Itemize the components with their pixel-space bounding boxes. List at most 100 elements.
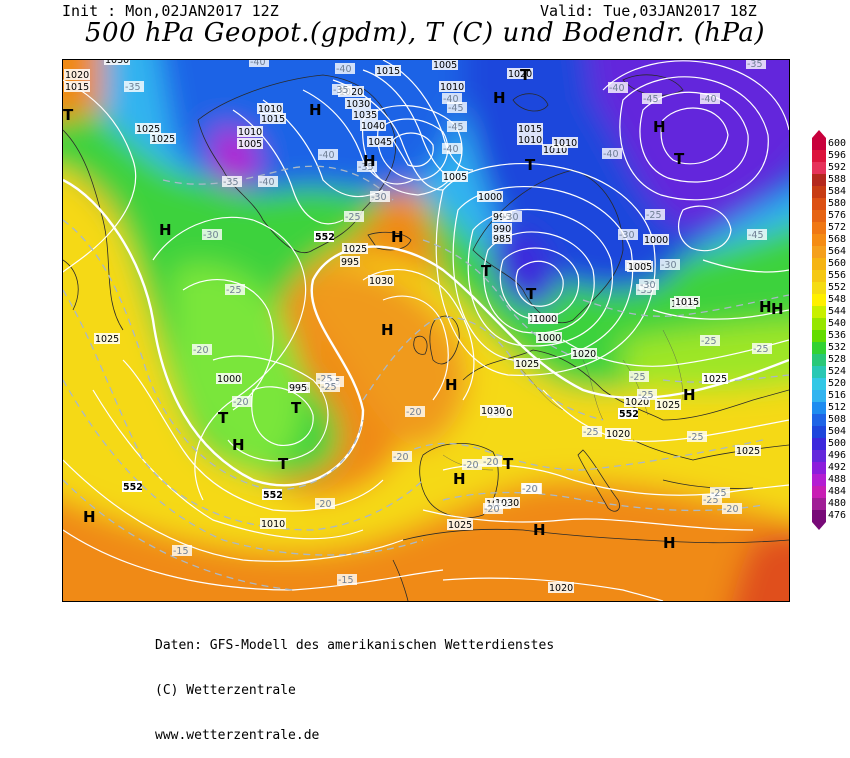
temperature-label: -40 xyxy=(443,94,459,105)
temperature-label: -25 xyxy=(711,488,727,499)
temperature-label-bg xyxy=(660,259,680,270)
low-pressure-marker: T xyxy=(526,285,537,303)
temperature-label-bg xyxy=(642,93,662,104)
temperature-label-bg xyxy=(442,93,462,104)
temperature-label-bg xyxy=(337,574,357,585)
colorbar-cell xyxy=(812,162,826,174)
temperature-label: -15 xyxy=(338,575,354,586)
colorbar-cell xyxy=(812,222,826,234)
colorbar-label: 580 xyxy=(828,198,847,209)
high-pressure-marker: H xyxy=(83,508,96,526)
pressure-label-bg xyxy=(494,497,520,508)
temperature-label: -20 xyxy=(233,397,249,408)
high-pressure-marker: H xyxy=(381,321,394,339)
high-pressure-marker: H xyxy=(453,470,466,488)
pressure-label: 1005 xyxy=(433,60,457,71)
temperature-label: -20 xyxy=(463,460,479,471)
pressure-label-bg xyxy=(368,275,394,286)
colorbar-cell xyxy=(812,402,826,414)
valid-time: Valid: Tue,03JAN2017 18Z xyxy=(540,2,757,20)
pressure-label-bg xyxy=(517,123,543,134)
colorbar-label: 572 xyxy=(828,222,847,233)
pressure-label: 1000 xyxy=(478,192,502,203)
pressure-label-bg xyxy=(64,69,90,80)
temperature-label: -30 xyxy=(503,212,519,223)
pressure-label: 1010 xyxy=(261,519,285,530)
colorbar-cell xyxy=(812,474,826,486)
geopot-552-label: 552 xyxy=(315,232,335,243)
credit-line-website[interactable]: www.wetterzentrale.de xyxy=(155,728,320,743)
pressure-label-bg xyxy=(643,234,669,245)
pressure-label-bg xyxy=(104,60,130,65)
pressure-label-bg xyxy=(442,171,468,182)
temperature-label-bg xyxy=(344,211,364,222)
pressure-label-bg xyxy=(552,137,578,148)
colorbar-label: 548 xyxy=(828,294,847,305)
temperature-label: -30 xyxy=(203,230,219,241)
high-pressure-marker: H xyxy=(663,534,676,552)
temperature-label-bg xyxy=(747,229,767,240)
high-pressure-marker: H xyxy=(533,521,546,539)
colorbar-cell xyxy=(812,270,826,282)
pressure-label: 1020 xyxy=(572,349,596,360)
temperature-label-bg xyxy=(482,456,502,467)
colorbar-label: 484 xyxy=(828,486,847,497)
pressure-label-bg xyxy=(432,60,458,70)
pressure-label: 1025 xyxy=(343,244,367,255)
temperature-label: -40 xyxy=(609,83,625,94)
geopot-label-bg xyxy=(262,489,282,500)
pressure-label-bg xyxy=(260,518,286,529)
temperature-label: -25 xyxy=(753,344,769,355)
low-pressure-marker: T xyxy=(291,399,302,417)
temperature-label-bg xyxy=(700,93,720,104)
temperature-label: -40 xyxy=(443,144,459,155)
pressure-label: 1015 xyxy=(376,66,400,77)
temperature-label-bg xyxy=(232,396,252,407)
colorbar-cell xyxy=(812,234,826,246)
temperature-label-bg xyxy=(502,211,522,222)
temperature-label: -30 xyxy=(619,230,635,241)
pressure-label-bg xyxy=(507,68,533,79)
colorbar-cell xyxy=(812,138,826,150)
temperature-label: -45 xyxy=(448,103,464,114)
geopot-label-bg xyxy=(122,481,142,492)
pressure-label: 1040 xyxy=(361,121,385,132)
temperature-label-bg xyxy=(602,148,622,159)
temperature-label: -35 xyxy=(637,285,653,296)
low-pressure-marker: T xyxy=(503,455,514,473)
temperature-label-bg xyxy=(316,373,336,384)
colorbar-cell xyxy=(812,486,826,498)
colorbar-label: 556 xyxy=(828,270,847,281)
pressure-label-bg xyxy=(216,373,242,384)
temperature-label: -40 xyxy=(701,94,717,105)
colorbar-label: 480 xyxy=(828,498,847,509)
map-labels: 1030102010151010101510101005102510251020… xyxy=(63,60,784,594)
colorbar-label: 584 xyxy=(828,186,847,197)
pressure-label-bg xyxy=(514,358,540,369)
colorbar-label: 496 xyxy=(828,450,847,461)
pressure-label-bg xyxy=(340,256,360,267)
pressure-label: 1010 xyxy=(238,127,262,138)
temperature-label: -40 xyxy=(603,149,619,160)
colorbar-label: 524 xyxy=(828,366,847,377)
temperature-label-bg xyxy=(172,545,192,556)
pressure-label-bg xyxy=(492,233,512,244)
colorbar-cell xyxy=(812,174,826,186)
high-pressure-marker: H xyxy=(759,298,772,316)
colorbar-cell xyxy=(812,378,826,390)
temperature-label-bg xyxy=(608,82,628,93)
pressure-label-bg xyxy=(536,332,562,343)
colorbar-label: 504 xyxy=(828,426,847,437)
pressure-label-bg xyxy=(492,223,512,234)
pressure-label: 995 xyxy=(341,257,359,268)
colorbar-label: 488 xyxy=(828,474,847,485)
pressure-label: 1005 xyxy=(443,172,467,183)
pressure-label-bg xyxy=(735,445,761,456)
temperature-label: -20 xyxy=(393,452,409,463)
temperature-label-bg xyxy=(687,431,707,442)
pressure-label: 1030 xyxy=(481,406,505,417)
colorbar-cell xyxy=(812,306,826,318)
colorbar-cell xyxy=(812,498,826,510)
temperature-label-bg xyxy=(462,459,482,470)
pressure-label: 1000 xyxy=(217,374,241,385)
